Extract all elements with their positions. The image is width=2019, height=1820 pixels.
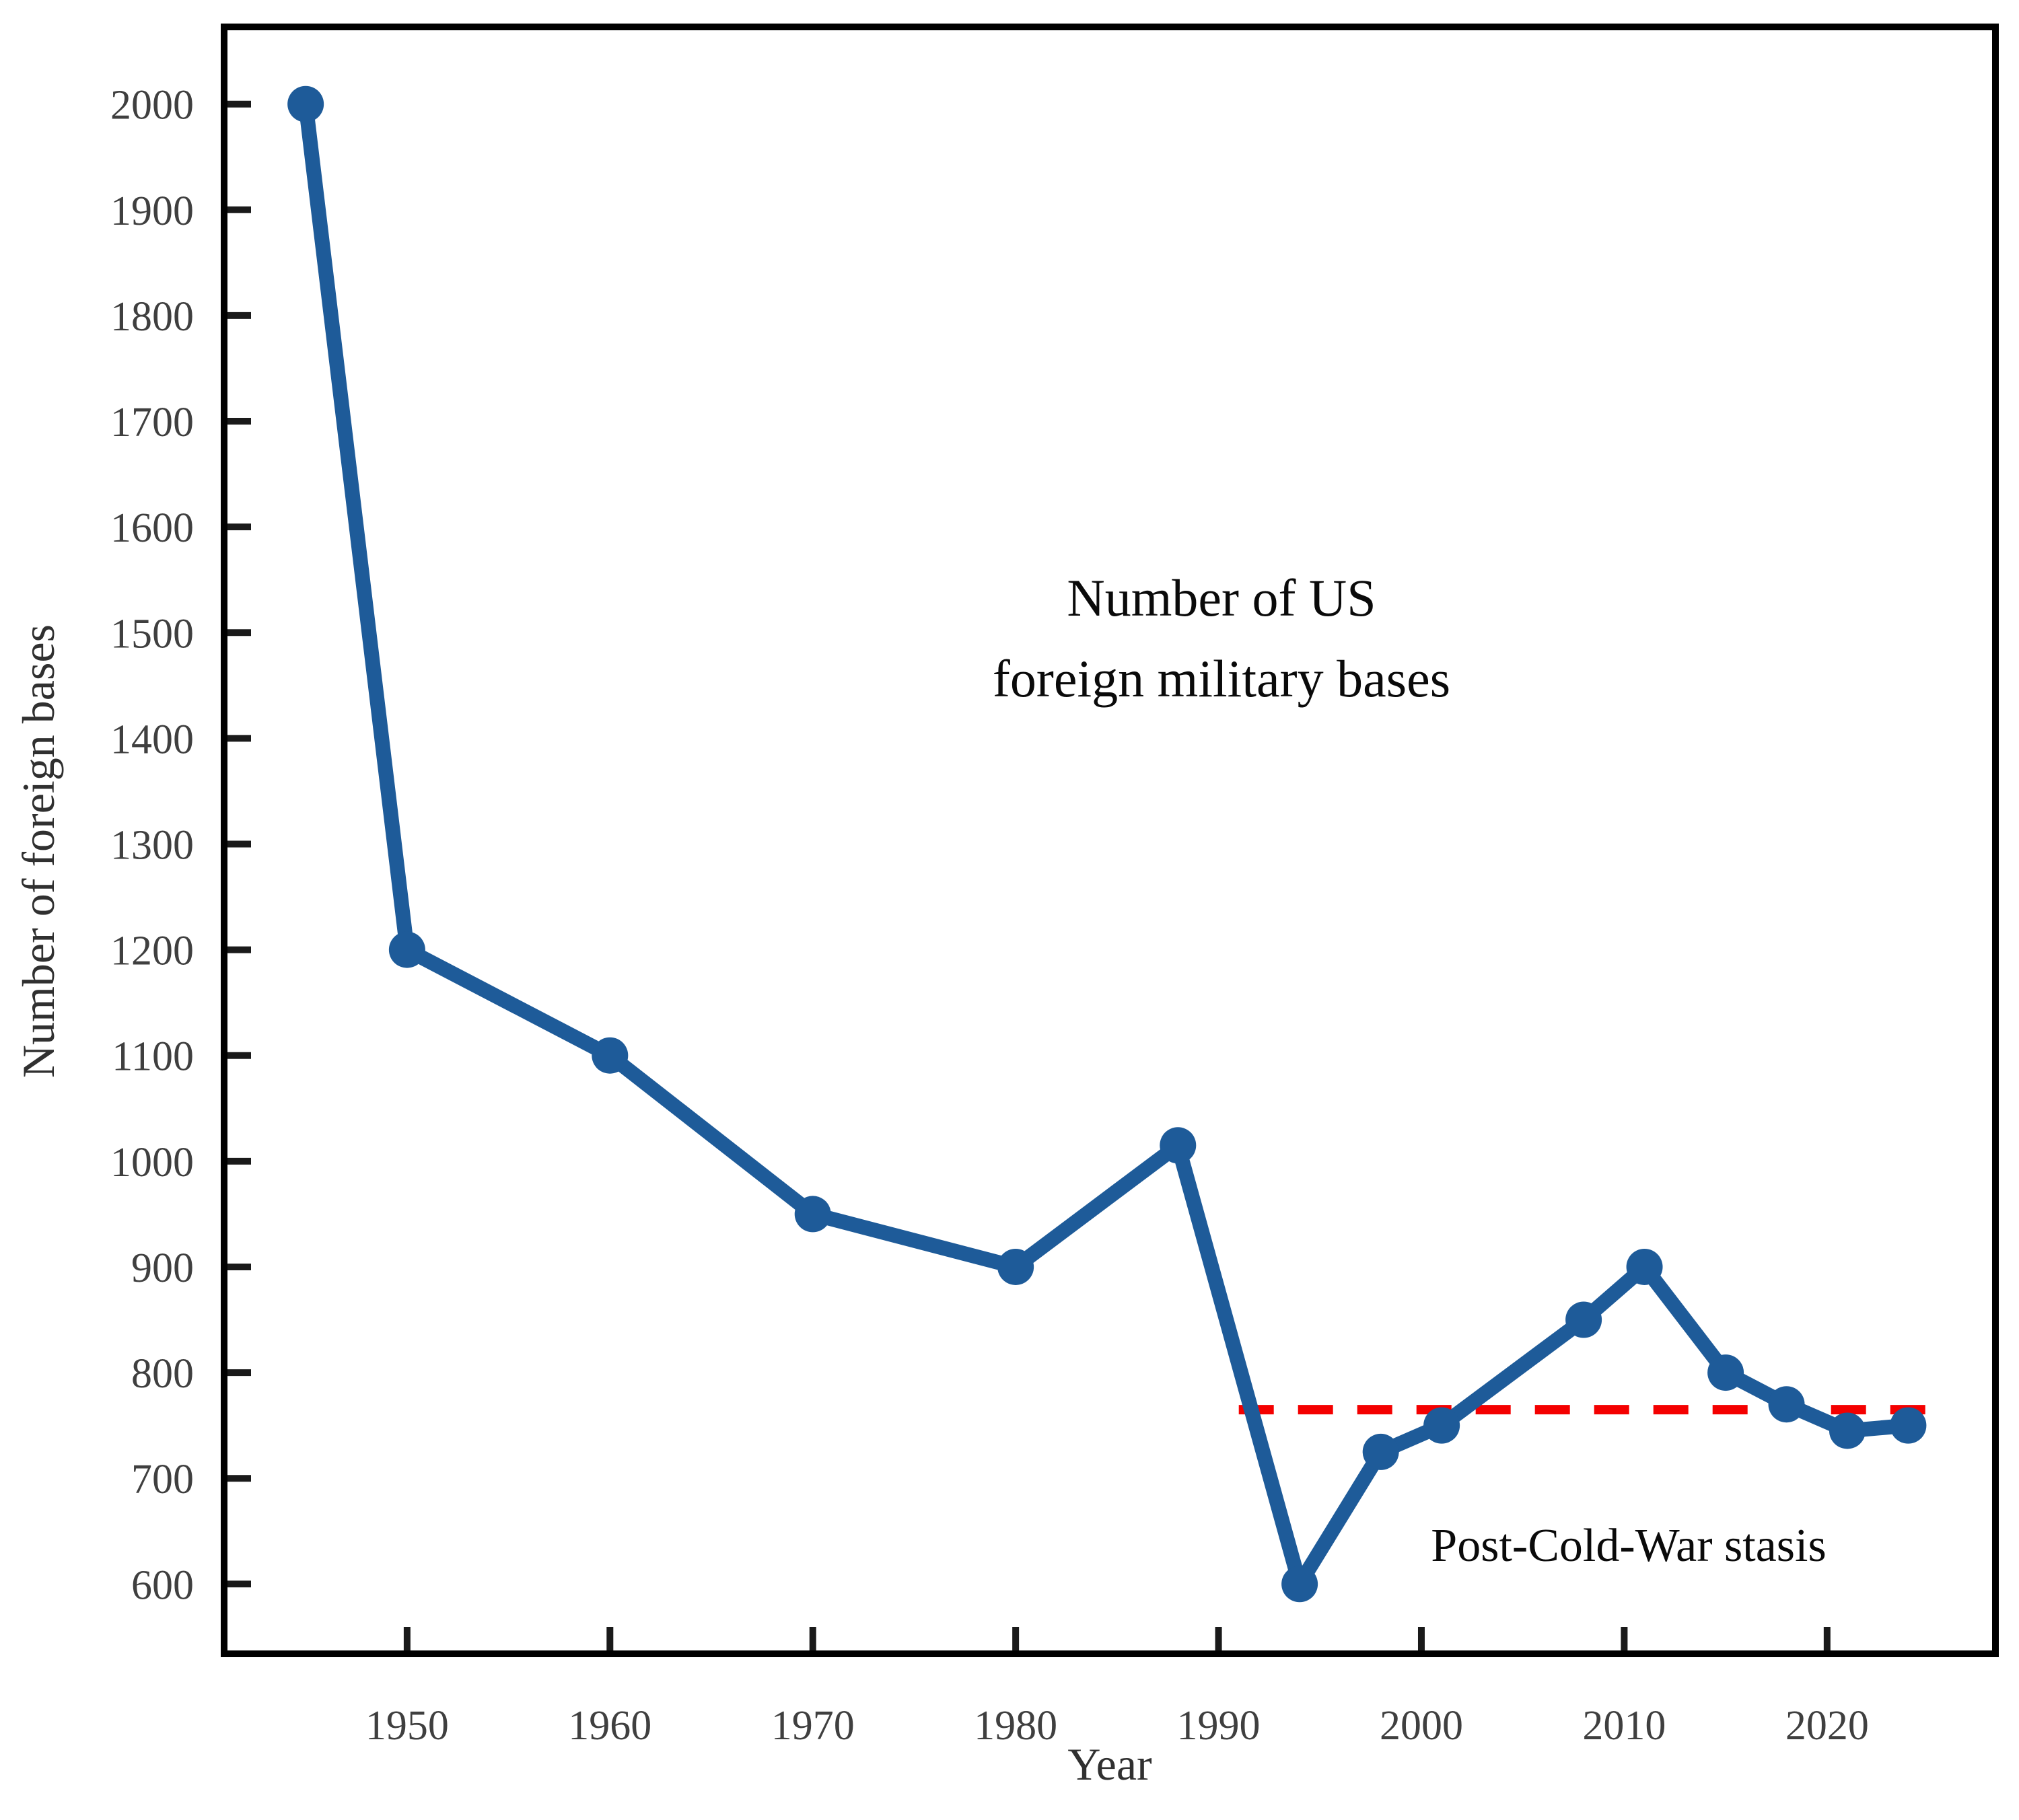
data-point-marker — [794, 1196, 831, 1233]
y-axis-label: Number of foreign bases — [13, 624, 64, 1078]
data-point-marker — [1829, 1412, 1866, 1449]
y-tick-label: 1200 — [110, 929, 194, 974]
plot-border — [221, 24, 1999, 1657]
y-tick-label: 1300 — [110, 822, 194, 868]
data-point-marker — [1281, 1566, 1318, 1603]
data-point-marker — [1423, 1407, 1460, 1444]
data-point-marker — [997, 1248, 1034, 1285]
reference-line-annotation: Post-Cold-War stasis — [1431, 1520, 1826, 1572]
y-tick-label: 2000 — [110, 83, 194, 129]
y-tick-label: 900 — [131, 1245, 194, 1291]
y-tick-label: 1700 — [110, 400, 194, 445]
x-tick-label: 1980 — [974, 1703, 1057, 1749]
y-tick-label: 1500 — [110, 611, 194, 657]
data-point-marker — [1160, 1127, 1197, 1164]
y-tick-label: 1100 — [112, 1034, 194, 1080]
data-point-marker — [1768, 1386, 1805, 1423]
data-point-marker — [592, 1037, 629, 1074]
y-tick-label: 800 — [131, 1351, 194, 1397]
x-tick-label: 2000 — [1380, 1703, 1463, 1749]
chart-title-line2: foreign military bases — [993, 649, 1450, 708]
y-tick-label: 700 — [131, 1457, 194, 1502]
x-tick-label: 1960 — [568, 1703, 651, 1749]
x-tick-label: 1970 — [771, 1703, 855, 1749]
data-point-marker — [1565, 1301, 1602, 1338]
data-point-marker — [287, 85, 324, 122]
data-point-marker — [1890, 1407, 1927, 1444]
data-point-marker — [1362, 1433, 1399, 1470]
data-point-marker — [1626, 1248, 1663, 1285]
y-tick-label: 1800 — [110, 294, 194, 340]
y-tick-label: 1600 — [110, 505, 194, 551]
x-tick-label: 2010 — [1582, 1703, 1666, 1749]
y-tick-label: 1400 — [110, 717, 194, 762]
data-point-marker — [1707, 1354, 1744, 1391]
y-tick-label: 1900 — [110, 188, 194, 234]
x-axis-label: Year — [1067, 1739, 1152, 1790]
chart-title-line1: Number of US — [1067, 569, 1376, 627]
data-point-marker — [388, 931, 425, 968]
y-tick-label: 1000 — [110, 1140, 194, 1186]
x-tick-label: 2020 — [1785, 1703, 1869, 1749]
x-tick-label: 1990 — [1177, 1703, 1261, 1749]
x-tick-label: 1950 — [365, 1703, 449, 1749]
chart-generated-layer: 600 700 800 900 1000 1100 1200 1300 1400 1500 1600… — [110, 83, 1929, 1749]
y-tick-label: 600 — [131, 1562, 194, 1608]
data-series-line — [298, 96, 1916, 1592]
